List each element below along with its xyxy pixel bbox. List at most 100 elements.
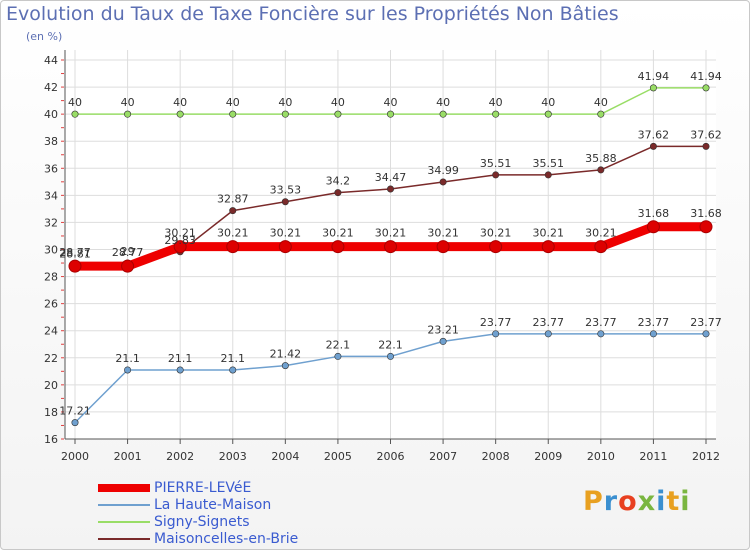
data-point bbox=[492, 330, 500, 338]
data-label: 33.53 bbox=[270, 184, 302, 197]
x-tick-label: 2002 bbox=[166, 450, 194, 463]
data-point bbox=[173, 240, 187, 254]
data-label: 29 bbox=[121, 245, 135, 258]
legend-swatch bbox=[98, 538, 150, 540]
data-point bbox=[71, 419, 79, 427]
data-point bbox=[492, 171, 500, 179]
logo-letter: x bbox=[637, 486, 657, 517]
data-point bbox=[489, 240, 503, 254]
data-point bbox=[68, 259, 82, 273]
data-labels: 17.21 21.1 21.1 21.1 21.42 22.1 22.1 23.21 23.77… bbox=[59, 70, 722, 418]
data-label: 30.21 bbox=[480, 227, 512, 240]
x-tick-label: 2011 bbox=[639, 450, 667, 463]
data-point bbox=[334, 352, 342, 360]
data-label: 23.77 bbox=[690, 316, 722, 329]
data-point bbox=[702, 84, 710, 92]
data-label: 30.21 bbox=[270, 227, 302, 240]
data-label: 30.21 bbox=[375, 227, 407, 240]
legend-swatch bbox=[98, 521, 150, 523]
data-label: 35.51 bbox=[533, 157, 565, 170]
x-tick-label: 2000 bbox=[61, 450, 89, 463]
data-label: 40 bbox=[541, 96, 555, 109]
data-label: 21.42 bbox=[270, 348, 302, 361]
data-point bbox=[281, 110, 289, 118]
data-label: 23.77 bbox=[533, 316, 565, 329]
x-tick-label: 2007 bbox=[429, 450, 457, 463]
data-point bbox=[544, 330, 552, 338]
y-tick-label: 22 bbox=[44, 352, 58, 365]
data-label: 17.21 bbox=[59, 405, 91, 418]
y-tick-label: 40 bbox=[44, 108, 58, 121]
logo-letter: i bbox=[680, 486, 691, 517]
y-tick-label: 32 bbox=[44, 216, 58, 229]
data-point bbox=[649, 142, 657, 150]
y-tick-label: 38 bbox=[44, 135, 58, 148]
data-label: 41.94 bbox=[690, 70, 722, 83]
data-label: 29.83 bbox=[164, 234, 196, 247]
data-label: 40 bbox=[436, 96, 450, 109]
y-tick-label: 44 bbox=[44, 54, 58, 67]
data-point bbox=[594, 240, 608, 254]
data-label: 30.21 bbox=[427, 227, 459, 240]
data-point bbox=[436, 240, 450, 254]
data-label: 21.1 bbox=[168, 352, 193, 365]
data-point bbox=[229, 110, 237, 118]
data-label: 41.94 bbox=[638, 70, 670, 83]
y-tick-label: 36 bbox=[44, 162, 58, 175]
data-label: 40 bbox=[226, 96, 240, 109]
data-label: 34.99 bbox=[427, 164, 459, 177]
x-tick-label: 2006 bbox=[377, 450, 405, 463]
data-label: 35.88 bbox=[585, 152, 617, 165]
data-point bbox=[281, 198, 289, 206]
data-point bbox=[71, 110, 79, 118]
data-label: 40 bbox=[594, 96, 608, 109]
data-label: 40 bbox=[384, 96, 398, 109]
legend-item: Signy-Signets bbox=[98, 514, 358, 531]
data-label: 22.1 bbox=[326, 338, 351, 351]
data-point bbox=[176, 110, 184, 118]
x-tick-label: 2005 bbox=[324, 450, 352, 463]
logo-letter: r bbox=[603, 486, 619, 517]
data-label: 28.81 bbox=[59, 248, 91, 261]
data-point bbox=[331, 240, 345, 254]
data-point bbox=[541, 240, 555, 254]
y-tick-label: 28 bbox=[44, 271, 58, 284]
data-label: 40 bbox=[278, 96, 292, 109]
data-point bbox=[334, 189, 342, 197]
legend-label: La Haute-Maison bbox=[154, 497, 272, 513]
data-label: 30.21 bbox=[322, 227, 354, 240]
chart-title: Evolution du Taux de Taxe Foncière sur l… bbox=[6, 3, 619, 25]
data-point bbox=[597, 330, 605, 338]
data-point bbox=[492, 110, 500, 118]
legend-item: Maisoncelles-en-Brie bbox=[98, 531, 358, 548]
data-point bbox=[597, 166, 605, 174]
data-point bbox=[439, 337, 447, 345]
y-tick-label: 34 bbox=[44, 189, 58, 202]
x-tick-label: 2009 bbox=[534, 450, 562, 463]
y-tick-label: 16 bbox=[44, 433, 58, 446]
data-point bbox=[544, 110, 552, 118]
data-point bbox=[281, 362, 289, 370]
axes: 16 18 20 22 24 26 28 30 32 34 36 38 40 42 44 2000 2001 20… bbox=[44, 50, 720, 463]
data-point bbox=[649, 330, 657, 338]
data-label: 34.2 bbox=[326, 175, 351, 188]
legend-swatch bbox=[98, 484, 150, 492]
legend-item: La Haute-Maison bbox=[98, 497, 358, 514]
data-point bbox=[124, 110, 132, 118]
data-label: 23.21 bbox=[427, 323, 459, 336]
data-label: 22.1 bbox=[378, 338, 403, 351]
data-point bbox=[649, 84, 657, 92]
data-point bbox=[646, 220, 660, 234]
data-label: 28.77 bbox=[59, 246, 91, 259]
data-point bbox=[176, 366, 184, 374]
y-tick-label: 42 bbox=[44, 81, 58, 94]
data-label: 40 bbox=[68, 96, 82, 109]
data-point bbox=[229, 207, 237, 215]
data-point bbox=[702, 142, 710, 150]
data-point bbox=[702, 330, 710, 338]
x-tick-label: 2012 bbox=[692, 450, 720, 463]
data-label: 32.87 bbox=[217, 193, 249, 206]
data-point bbox=[386, 110, 394, 118]
legend-label: Signy-Signets bbox=[154, 514, 250, 530]
data-label: 34.47 bbox=[375, 171, 407, 184]
